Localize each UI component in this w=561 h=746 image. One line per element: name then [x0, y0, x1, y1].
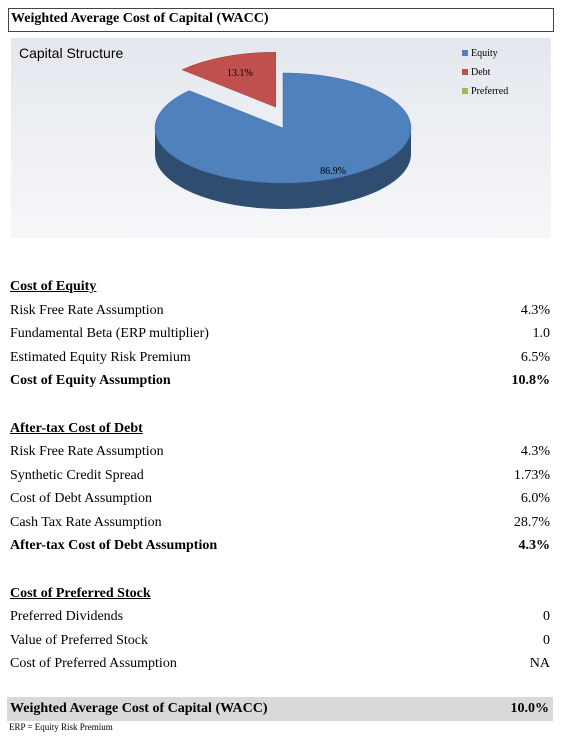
row-label: Cash Tax Rate Assumption: [10, 514, 162, 530]
row-value: 0: [543, 609, 550, 624]
row: Preferred Dividends 0: [0, 606, 561, 628]
section-title-row: After-tax Cost of Debt: [0, 418, 561, 440]
row-value: 4.3%: [520, 444, 550, 459]
total-row: Cost of Equity Assumption 10.8%: [0, 370, 561, 392]
row: Estimated Equity Risk Premium 6.5%: [0, 347, 561, 369]
total-value: 10.8%: [511, 373, 551, 388]
total-row: After-tax Cost of Debt Assumption 4.3%: [0, 535, 561, 557]
row-value: 1.0: [532, 326, 551, 341]
title-bar: Weighted Average Cost of Capital (WACC): [8, 8, 554, 32]
legend-swatch: [462, 88, 468, 94]
row-value: 0: [543, 632, 550, 648]
legend-swatch: [462, 50, 468, 56]
legend-label: Preferred: [471, 86, 508, 97]
row-value: NA: [529, 656, 550, 671]
row: Risk Free Rate Assumption 4.3%: [0, 441, 561, 463]
section-title: After-tax Cost of Debt: [10, 420, 143, 436]
total-value: 4.3%: [518, 538, 551, 553]
row-label: Risk Free Rate Assumption: [10, 444, 164, 459]
row: Synthetic Credit Spread 1.73%: [0, 465, 561, 487]
row-label: Cost of Preferred Assumption: [10, 656, 177, 671]
data-label: 13.1%: [227, 68, 253, 79]
row-label: Estimated Equity Risk Premium: [10, 349, 191, 365]
legend-swatch: [462, 69, 468, 75]
row-value: 4.3%: [520, 302, 550, 318]
row-value: 28.7%: [513, 514, 550, 530]
footnote: ERP = Equity Risk Premium: [9, 722, 113, 732]
row-value: 1.73%: [513, 467, 550, 483]
row-label: Fundamental Beta (ERP multiplier): [10, 326, 209, 341]
section-title-row: Cost of Equity: [0, 276, 561, 298]
section-title-row: Cost of Preferred Stock: [0, 583, 561, 605]
result-value: 10.0%: [510, 701, 550, 716]
chart: Capital Structure 86.9% 13.1% Equity Debt Pr…: [11, 38, 551, 238]
row: Risk Free Rate Assumption 4.3%: [0, 300, 561, 322]
row: Cost of Preferred Assumption NA: [0, 653, 561, 675]
row: Cash Tax Rate Assumption 28.7%: [0, 512, 561, 534]
total-label: Cost of Equity Assumption: [10, 373, 171, 388]
title: Weighted Average Cost of Capital (WACC): [11, 11, 269, 26]
legend-label: Equity: [471, 48, 498, 59]
pie-side: [155, 128, 411, 209]
row-label: Synthetic Credit Spread: [10, 467, 144, 483]
total-label: After-tax Cost of Debt Assumption: [10, 538, 218, 553]
chart-title: Capital Structure: [19, 45, 123, 61]
row-value: 6.0%: [520, 491, 550, 506]
row: Fundamental Beta (ERP multiplier) 1.0: [0, 323, 561, 345]
row-label: Preferred Dividends: [10, 609, 124, 624]
result-row: Weighted Average Cost of Capital (WACC) 1…: [7, 697, 553, 721]
row: Cost of Debt Assumption 6.0%: [0, 488, 561, 510]
result-label: Weighted Average Cost of Capital (WACC): [10, 701, 268, 716]
section-title: Cost of Equity: [10, 279, 97, 294]
data-label: 86.9%: [320, 166, 346, 177]
row-label: Cost of Debt Assumption: [10, 491, 152, 506]
section-title: Cost of Preferred Stock: [10, 585, 151, 601]
row-value: 6.5%: [520, 349, 550, 365]
legend-label: Debt: [471, 67, 491, 78]
pie-slice: [181, 51, 277, 108]
row: Value of Preferred Stock 0: [0, 630, 561, 652]
row-label: Value of Preferred Stock: [10, 632, 149, 648]
row-label: Risk Free Rate Assumption: [10, 302, 164, 318]
pie-slice: [154, 72, 412, 184]
